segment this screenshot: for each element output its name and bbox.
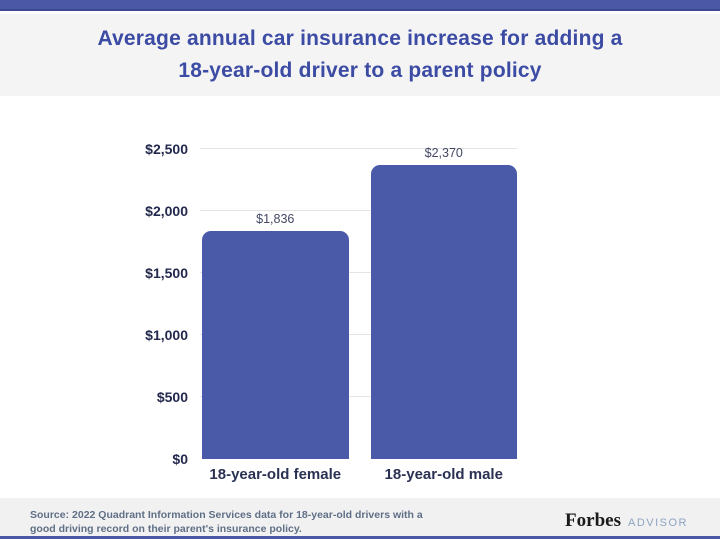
gridline [200,396,517,397]
chart-title: Average annual car insurance increase fo… [97,23,622,87]
x-axis-category-label: 18-year-old female [209,466,342,483]
y-axis-tick-label: $0 [172,451,188,467]
chart-header: Average annual car insurance increase fo… [0,14,720,96]
bar-group: $1,836 18-year-old female [202,149,349,483]
source-line-1: Source: 2022 Quadrant Information Servic… [30,509,423,521]
top-accent-bar [0,0,720,11]
bar-value-label: $2,370 [424,146,463,161]
footer: Source: 2022 Quadrant Information Servic… [0,498,720,537]
forbes-advisor-logo: Forbes ADVISOR [565,510,688,532]
forbes-wordmark: Forbes [565,510,621,531]
bar-value-label: $1,836 [256,212,295,227]
chart-area: $0 $500 $1,000 $1,500 $2,000 $2,500 $1,836 18-y… [0,96,720,498]
bottom-accent-bar [0,536,720,539]
y-axis-tick-label: $1,500 [145,265,188,281]
plot-region: $0 $500 $1,000 $1,500 $2,000 $2,500 $1,836 18-y… [145,141,517,483]
bar-female [202,231,349,459]
bars-container: $1,836 18-year-old female $2,370 18-year-ol… [202,146,517,483]
source-line-2: good driving record on their parent's in… [30,523,302,535]
bar-male [370,165,517,459]
advisor-wordmark: ADVISOR [627,517,688,529]
gridline [200,272,517,273]
y-axis-tick-label: $2,500 [145,141,188,157]
source-note: Source: 2022 Quadrant Information Servic… [30,508,423,536]
gridline [200,334,517,335]
gridline [200,210,517,211]
y-axis-tick-label: $2,000 [145,203,188,219]
y-axis-tick-label: $500 [156,389,188,405]
x-axis-category-label: 18-year-old male [384,466,503,483]
bar-group: $2,370 18-year-old male [370,146,517,483]
y-axis-tick-label: $1,000 [145,327,188,343]
chart-title-line1: Average annual car insurance increase fo… [97,27,623,50]
chart-title-line2: 18-year-old driver to a parent policy [178,59,542,82]
gridline [200,148,517,149]
